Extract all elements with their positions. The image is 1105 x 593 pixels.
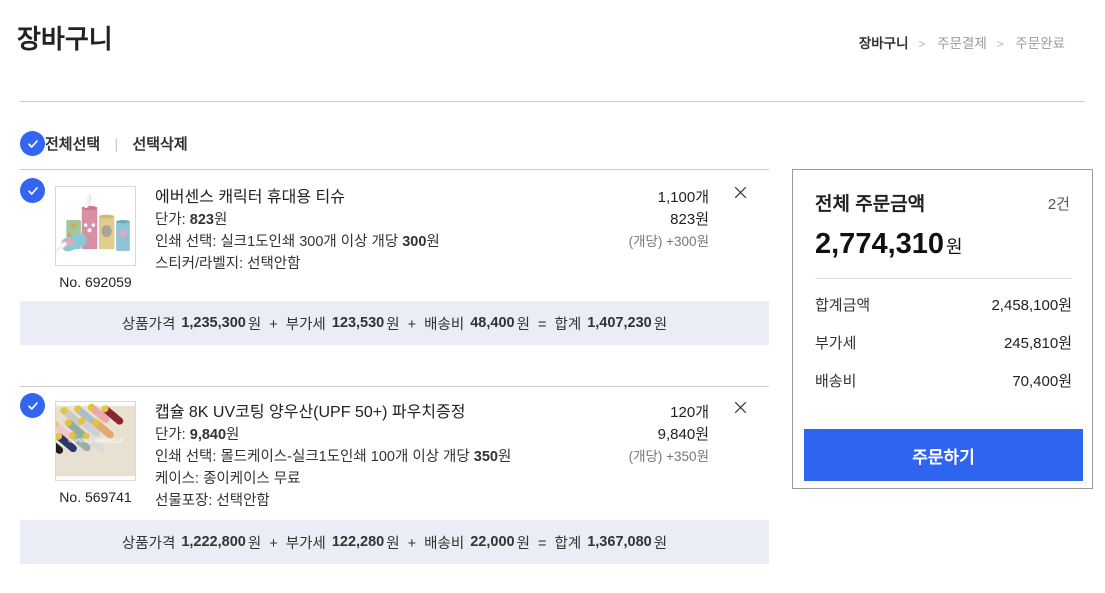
svg-text:CAPSULE UMBRELLA: CAPSULE UMBRELLA: [68, 439, 123, 445]
